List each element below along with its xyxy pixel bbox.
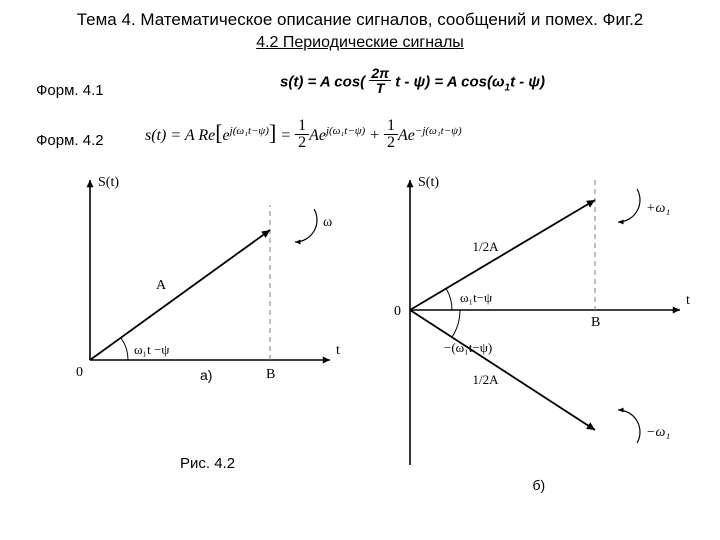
f2-f2n: 1: [384, 118, 398, 135]
svg-text:1/2A: 1/2A: [473, 239, 500, 254]
f2-p1: s(t) = A Re: [145, 127, 215, 144]
formula-1: s(t) = A cos( 2π T t - ψ) = A cos(ω1t - …: [280, 68, 545, 97]
svg-text:S(t): S(t): [98, 175, 119, 190]
svg-text:t: t: [336, 343, 340, 358]
svg-text:a): a): [200, 367, 212, 383]
f2-plus: +: [365, 127, 384, 144]
svg-text:0: 0: [394, 304, 401, 319]
f2-eq: =: [276, 127, 295, 144]
f2-lb: [: [215, 120, 222, 145]
formula1-frac-den: T: [369, 81, 391, 95]
diagram-a: S(t) t 0 A Bω₁t −ψ ω a): [40, 170, 350, 410]
page-subtitle: 4.2 Периодические сигналы: [0, 34, 720, 52]
diagram-b: S(t) t 0 1/2A 1/2A Bω₁t−ψ −(ω₁t−ψ) +ω₁ −ω₁ б): [360, 170, 700, 500]
page-title: Тема 4. Математическое описание сигналов…: [0, 10, 720, 30]
svg-text:б): б): [533, 477, 546, 493]
f2-e3s: −j(ω₁t−ψ): [415, 125, 462, 137]
svg-text:ω₁t −ψ: ω₁t −ψ: [134, 342, 169, 357]
svg-text:A: A: [156, 278, 167, 293]
svg-text:0: 0: [76, 365, 83, 380]
formula1-lead: s(t) = A cos(: [280, 73, 365, 90]
f2-f1n: 1: [295, 118, 309, 135]
formula1-tail: t - ψ): [510, 73, 545, 90]
f2-a2: Ae: [398, 127, 415, 144]
svg-text:+ω₁: +ω₁: [646, 201, 670, 216]
formula1-mid: t - ψ) = A cos(ω: [395, 73, 504, 90]
svg-text:B: B: [591, 315, 600, 330]
formula1-frac: 2π T: [369, 66, 391, 95]
f2-frac1: 12: [295, 118, 309, 151]
svg-text:−ω₁: −ω₁: [646, 425, 670, 440]
formula-2: s(t) = A Re[ej(ω₁t−ψ)] = 12Aej(ω₁t−ψ) + …: [145, 120, 462, 153]
f2-e1s: j(ω₁t−ψ): [230, 125, 269, 137]
formula-label-1: Форм. 4.1: [36, 82, 104, 99]
f2-f1d: 2: [295, 135, 309, 151]
f2-a1: Ae: [309, 127, 326, 144]
f2-e2s: j(ω₁t−ψ): [326, 125, 365, 137]
svg-text:ω₁t−ψ: ω₁t−ψ: [460, 290, 492, 305]
f2-f2d: 2: [384, 135, 398, 151]
svg-text:t: t: [686, 293, 690, 308]
f2-e1: e: [223, 127, 230, 144]
svg-text:ω: ω: [323, 215, 332, 230]
svg-text:B: B: [266, 367, 275, 382]
svg-text:1/2A: 1/2A: [473, 372, 500, 387]
formula1-frac-num: 2π: [369, 66, 391, 81]
f2-frac2: 12: [384, 118, 398, 151]
formula-label-2: Форм. 4.2: [36, 132, 104, 149]
svg-text:−(ω₁t−ψ): −(ω₁t−ψ): [444, 340, 492, 355]
figure-caption: Рис. 4.2: [180, 455, 235, 472]
svg-text:S(t): S(t): [418, 175, 439, 190]
